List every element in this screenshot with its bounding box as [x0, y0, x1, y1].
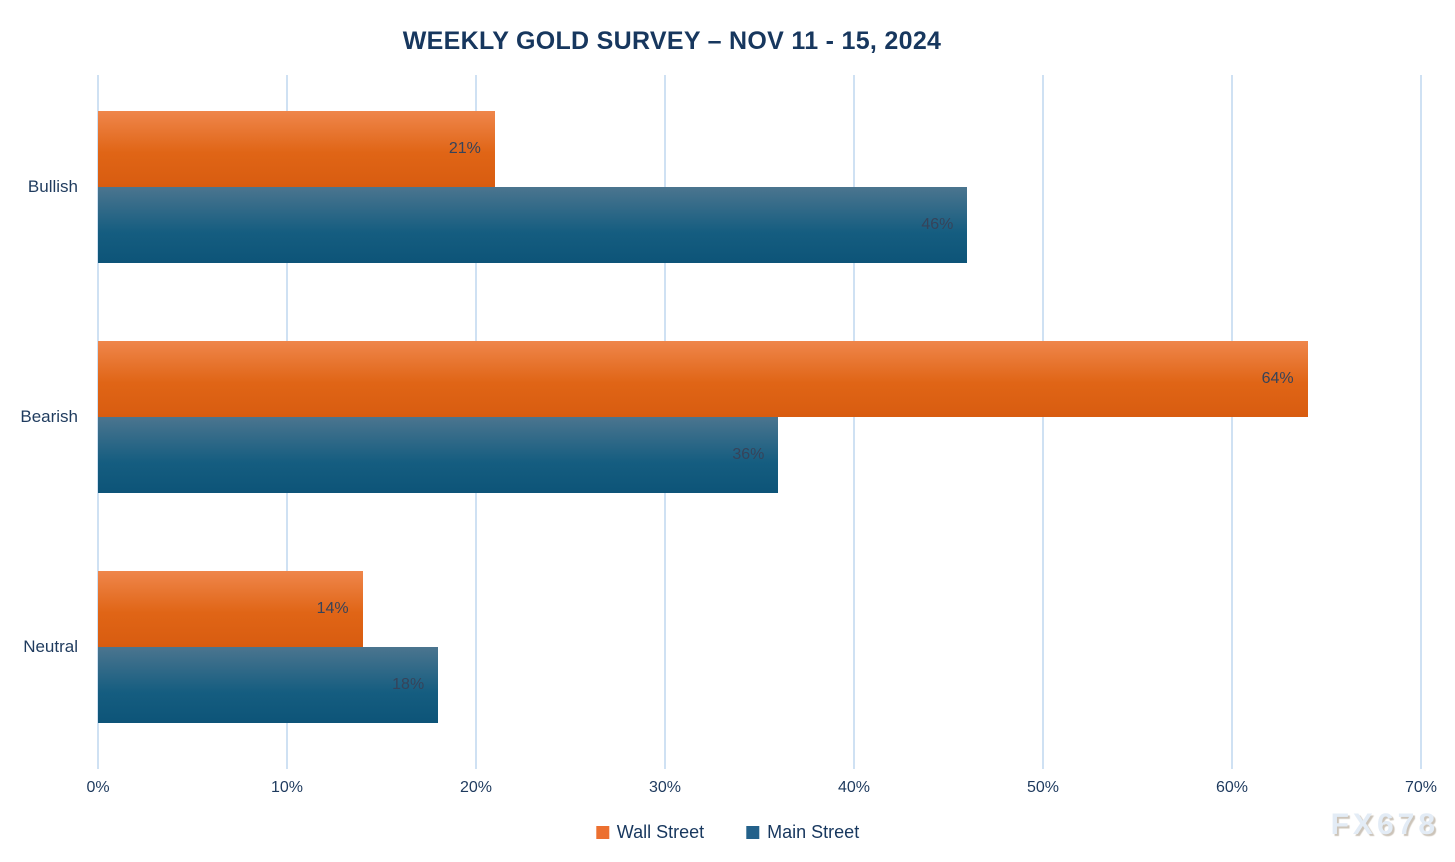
- x-tick-label: 20%: [459, 779, 493, 796]
- value-label: 18%: [392, 676, 425, 693]
- legend-swatch-icon: [746, 826, 760, 839]
- legend-swatch-icon: [595, 826, 609, 839]
- bar-main-street-neutral: 18%: [98, 647, 439, 723]
- plot-area: 21% 46% 64% 36% 14% 18%: [97, 75, 1422, 769]
- legend-label: Wall Street: [616, 822, 705, 842]
- x-tick-label: 0%: [86, 779, 110, 796]
- gridline: [853, 75, 855, 769]
- x-tick-label: 10%: [270, 779, 304, 796]
- gridline: [1231, 75, 1233, 769]
- bar-wall-street-neutral: 14%: [98, 571, 363, 647]
- x-tick-label: 50%: [1026, 779, 1060, 796]
- legend-item-wall-street: Wall Street: [595, 822, 705, 843]
- value-label: 14%: [316, 600, 349, 617]
- value-label: 64%: [1261, 370, 1294, 387]
- x-tick-label: 40%: [837, 779, 871, 796]
- value-label: 21%: [448, 140, 481, 157]
- category-label-bearish: Bearish: [20, 407, 78, 426]
- gridline: [1420, 75, 1422, 769]
- legend-label: Main Street: [767, 822, 860, 842]
- value-label: 46%: [921, 216, 954, 233]
- bar-main-street-bearish: 36%: [98, 417, 779, 493]
- bar-wall-street-bearish: 64%: [98, 341, 1308, 417]
- x-tick-label: 30%: [648, 779, 682, 796]
- legend-item-main-street: Main Street: [746, 822, 859, 843]
- gridline: [1042, 75, 1044, 769]
- legend: Wall Street Main Street: [595, 822, 859, 843]
- bar-wall-street-bullish: 21%: [98, 111, 495, 187]
- chart-title: WEEKLY GOLD SURVEY – NOV 11 - 15, 2024: [402, 27, 942, 55]
- bar-main-street-bullish: 46%: [98, 187, 968, 263]
- category-label-neutral: Neutral: [23, 637, 78, 656]
- value-label: 36%: [732, 446, 765, 463]
- watermark: FX678: [1330, 808, 1439, 841]
- x-tick-label: 70%: [1404, 779, 1438, 796]
- category-label-bullish: Bullish: [27, 177, 78, 196]
- x-tick-label: 60%: [1215, 779, 1249, 796]
